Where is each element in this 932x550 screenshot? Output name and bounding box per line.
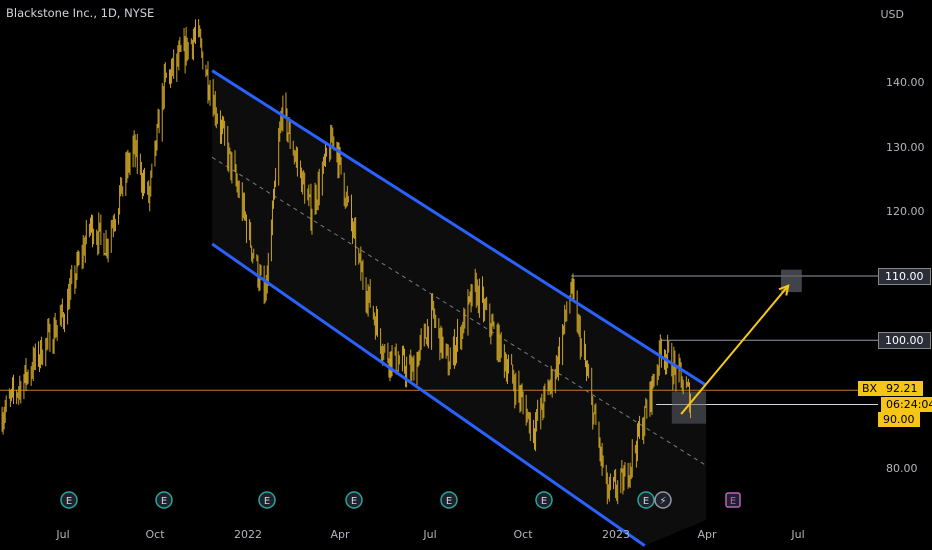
earnings-event-icon[interactable]: E (59, 490, 79, 510)
event-glyph: E (161, 496, 167, 507)
projection-arrowhead (778, 284, 790, 296)
x-axis-tick: Oct (145, 528, 165, 541)
event-glyph: E (730, 496, 736, 507)
earnings-event-icon[interactable]: E (154, 490, 174, 510)
channel-midline (211, 156, 707, 466)
earnings-event-icon[interactable]: E (344, 490, 364, 510)
event-glyph: ⚡ (660, 496, 667, 507)
ticker-badge: BX (858, 381, 882, 397)
entry-zone-box (671, 391, 707, 424)
x-axis-tick: Apr (330, 528, 350, 541)
event-glyph: E (264, 496, 270, 507)
channel-upper-line (211, 69, 707, 387)
level-90-label: 90.00 (878, 412, 920, 428)
target-zone-box (780, 269, 802, 293)
projection-arrow (680, 285, 790, 415)
event-glyph: E (446, 496, 452, 507)
earnings-event-icon[interactable]: E (534, 490, 554, 510)
last-price-label: 92.21 (881, 381, 923, 397)
event-glyph: E (65, 496, 71, 507)
earnings-event-icon[interactable]: E (723, 490, 743, 510)
y-axis-tick: 80.00 (886, 461, 918, 475)
chart-title: Blackstone Inc., 1D, NYSE (6, 6, 155, 20)
earnings-event-icon[interactable]: E (636, 490, 656, 510)
bar-countdown-label: 06:24:04 (881, 397, 932, 413)
earnings-event-icon[interactable]: E (439, 490, 459, 510)
x-axis-tick: Apr (697, 528, 717, 541)
y-axis-tick: 120.00 (886, 204, 925, 218)
x-axis-tick: Oct (513, 528, 533, 541)
x-axis-tick: 2022 (234, 528, 262, 541)
x-axis-tick: 2023 (602, 528, 630, 541)
channel-fill (212, 70, 707, 546)
currency-label: USD (880, 8, 904, 21)
event-glyph: E (541, 496, 547, 507)
earnings-event-icon[interactable]: E (257, 490, 277, 510)
level-100-label: 100.00 (878, 332, 931, 350)
x-axis-tick: Jul (56, 528, 70, 541)
y-axis-tick: 140.00 (886, 76, 925, 90)
event-glyph: E (350, 496, 356, 507)
x-axis-tick: Jul (791, 528, 805, 541)
level-110-label: 110.00 (878, 268, 931, 286)
dividend-event-icon[interactable]: ⚡ (653, 490, 673, 510)
event-glyph: E (643, 496, 649, 507)
y-axis-tick: 130.00 (886, 140, 925, 154)
channel-lower-line (211, 242, 646, 547)
x-axis-tick: Jul (423, 528, 437, 541)
